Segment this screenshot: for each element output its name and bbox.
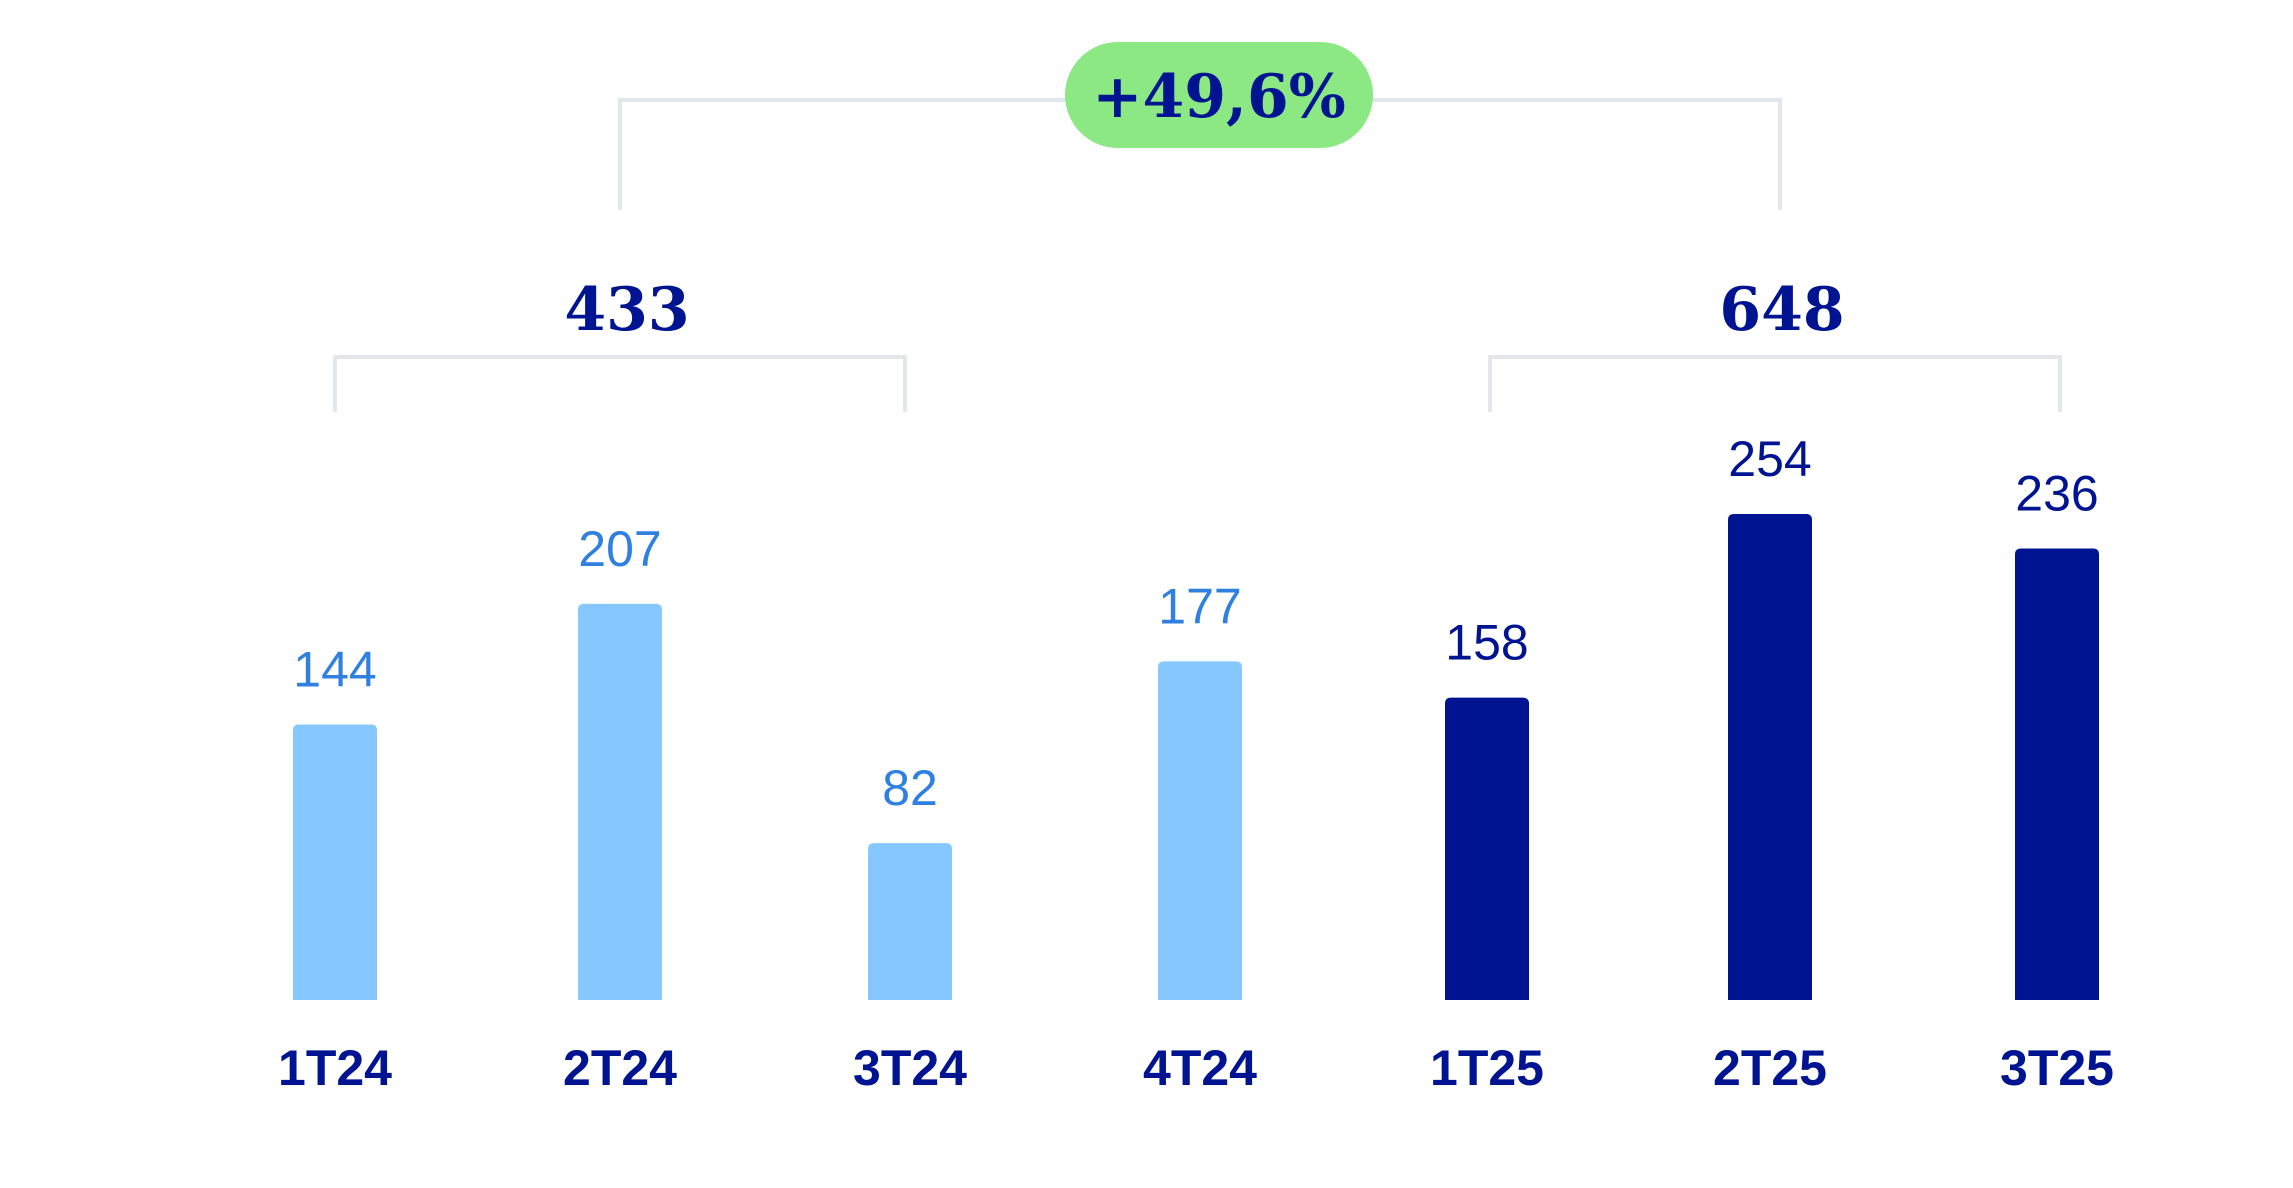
value-label-2T25: 254	[1728, 431, 1811, 487]
bar-3T25	[2015, 548, 2099, 1000]
value-label-3T24: 82	[882, 760, 938, 816]
category-label-4T24: 4T24	[1143, 1040, 1257, 1096]
bar-4T24	[1158, 661, 1242, 1000]
group-total-2024: 433	[564, 275, 689, 345]
category-label-3T24: 3T24	[853, 1040, 967, 1096]
value-label-4T24: 177	[1158, 578, 1241, 634]
growth-label: +49,6%	[1092, 62, 1345, 132]
growth-badge	[1065, 42, 1373, 148]
group-bracket-2025	[1488, 355, 2062, 412]
value-label-2T24: 207	[578, 521, 661, 577]
category-label-1T25: 1T25	[1430, 1040, 1544, 1096]
value-label-1T24: 144	[293, 641, 376, 697]
category-label-3T25: 3T25	[2000, 1040, 2114, 1096]
value-label-3T25: 236	[2015, 465, 2098, 521]
bar-1T25	[1445, 697, 1529, 1000]
bar-1T24	[293, 724, 377, 1000]
bar-2T24	[578, 603, 662, 1000]
category-label-1T24: 1T24	[278, 1040, 392, 1096]
group-bracket-2024	[333, 355, 907, 412]
value-label-1T25: 158	[1445, 615, 1528, 671]
category-label-2T25: 2T25	[1713, 1040, 1827, 1096]
bar-series: 144 1T24 207 2T24 82 3T24 177 4T24 158 1T25 254 2T2…	[278, 431, 2114, 1096]
bar-2T25	[1728, 514, 1812, 1000]
category-label-2T24: 2T24	[563, 1040, 677, 1096]
bar-3T24	[868, 843, 952, 1000]
group-total-2025: 648	[1719, 275, 1844, 345]
